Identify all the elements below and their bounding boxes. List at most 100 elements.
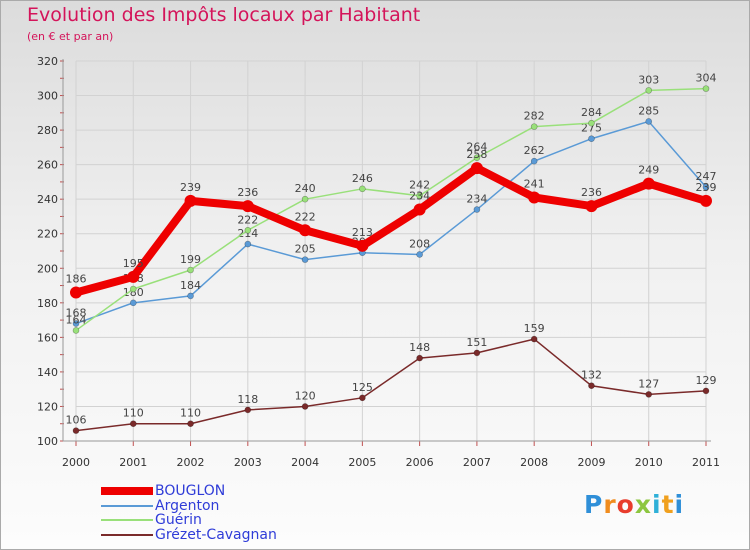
data-label-guerin-2009: 284 <box>581 106 602 119</box>
point-guerin-2009 <box>588 119 595 127</box>
legend-label-argenton: Argenton <box>155 497 220 514</box>
data-label-grezet-cavagnan-2006: 148 <box>409 341 430 354</box>
x-tick-label-2010: 2010 <box>635 456 663 469</box>
point-guerin-2004 <box>301 195 309 203</box>
legend-swatch-grezet-cavagnan <box>101 533 153 536</box>
data-label-argenton-2007: 234 <box>466 193 487 206</box>
y-tick-label-320: 320 <box>37 55 58 68</box>
data-label-grezet-cavagnan-2001: 110 <box>123 407 144 420</box>
data-label-argenton-2001: 180 <box>123 286 144 299</box>
data-label-grezet-cavagnan-2003: 118 <box>237 393 258 406</box>
point-grezet-cavagnan-2003 <box>244 406 252 414</box>
point-argenton-2009 <box>588 135 595 143</box>
data-label-guerin-2002: 199 <box>180 253 201 266</box>
series-line-grezet-cavagnan <box>75 338 707 432</box>
legend-label-grezet-cavagnan: Grézet-Cavagnan <box>155 526 277 543</box>
point-guerin-2005 <box>359 185 366 193</box>
data-label-bouglon-2011: 239 <box>696 181 717 194</box>
x-tick-label-2005: 2005 <box>348 456 376 469</box>
data-label-bouglon-2006: 234 <box>409 190 430 203</box>
point-guerin-2010 <box>645 87 653 94</box>
data-label-grezet-cavagnan-2009: 132 <box>581 369 602 382</box>
data-label-bouglon-2002: 239 <box>180 181 201 194</box>
data-label-guerin-2008: 282 <box>524 110 545 123</box>
point-guerin-2007 <box>473 154 481 162</box>
point-grezet-cavagnan-2004 <box>301 403 309 410</box>
data-label-guerin-2005: 246 <box>352 172 373 185</box>
data-label-bouglon-2005: 213 <box>352 226 373 239</box>
data-label-guerin-2011: 304 <box>696 72 717 85</box>
data-label-argenton-2008: 262 <box>524 144 545 157</box>
point-argenton-2006 <box>416 251 423 258</box>
data-label-guerin-2003: 222 <box>237 213 258 226</box>
point-bouglon-2011 <box>700 194 712 207</box>
point-grezet-cavagnan-2010 <box>645 391 653 398</box>
proxiti-logo: Proxiti <box>584 490 685 519</box>
data-label-argenton-2010: 285 <box>638 104 659 117</box>
x-tick-label-2009: 2009 <box>577 456 605 469</box>
series-line-argenton <box>75 120 707 325</box>
data-label-guerin-2000: 164 <box>66 313 87 326</box>
legend-label-bouglon: BOUGLON <box>155 483 226 499</box>
point-argenton-2004 <box>301 256 309 263</box>
point-bouglon-2002 <box>184 194 197 207</box>
point-guerin-2011 <box>702 85 710 92</box>
point-grezet-cavagnan-2007 <box>473 349 481 357</box>
data-label-argenton-2002: 184 <box>180 279 201 292</box>
point-bouglon-2005 <box>356 239 369 252</box>
point-argenton-2010 <box>645 118 653 125</box>
x-tick-label-2007: 2007 <box>463 456 491 469</box>
legend-swatch-argenton <box>101 504 153 507</box>
data-label-guerin-2010: 303 <box>638 73 659 86</box>
data-label-guerin-2007: 264 <box>466 141 487 154</box>
y-tick-label-200: 200 <box>37 262 58 275</box>
x-tick-label-2000: 2000 <box>62 456 90 469</box>
data-label-grezet-cavagnan-2010: 127 <box>638 377 659 390</box>
y-tick-label-120: 120 <box>37 400 58 413</box>
data-label-bouglon-2007: 258 <box>466 148 487 161</box>
y-tick-label-160: 160 <box>37 331 58 344</box>
data-label-guerin-2006: 242 <box>409 179 430 192</box>
data-label-argenton-2004: 205 <box>295 243 316 256</box>
x-tick-label-2006: 2006 <box>406 456 434 469</box>
x-tick-label-2011: 2011 <box>692 456 720 469</box>
legend-swatch-bouglon <box>101 487 153 495</box>
x-tick-label-2003: 2003 <box>234 456 262 469</box>
series-line-guerin <box>75 87 707 332</box>
data-label-guerin-2004: 240 <box>295 182 316 195</box>
point-grezet-cavagnan-2005 <box>359 394 366 402</box>
data-label-bouglon-2000: 186 <box>66 272 87 285</box>
y-tick-label-300: 300 <box>37 90 58 103</box>
data-label-argenton-2009: 275 <box>581 122 602 135</box>
data-label-bouglon-2001: 195 <box>123 257 144 270</box>
legend-label-guerin: Guérin <box>155 512 202 528</box>
point-argenton-2003 <box>244 240 252 248</box>
point-bouglon-2009 <box>585 200 598 213</box>
point-argenton-2008 <box>530 157 538 165</box>
y-tick-label-100: 100 <box>37 435 58 448</box>
y-tick-label-220: 220 <box>37 228 58 241</box>
point-bouglon-2000 <box>70 286 82 299</box>
y-tick-label-140: 140 <box>37 366 58 379</box>
y-tick-label-180: 180 <box>37 297 58 310</box>
point-bouglon-2003 <box>241 200 254 213</box>
data-label-grezet-cavagnan-2000: 106 <box>66 414 87 427</box>
x-tick-label-2008: 2008 <box>520 456 548 469</box>
data-label-grezet-cavagnan-2008: 159 <box>524 322 545 335</box>
point-guerin-2003 <box>244 226 252 234</box>
x-tick-label-2002: 2002 <box>177 456 205 469</box>
legend-swatch-guerin <box>101 519 153 521</box>
data-label-argenton-2003: 214 <box>237 227 258 240</box>
data-label-grezet-cavagnan-2011: 129 <box>696 374 717 387</box>
data-label-bouglon-2010: 249 <box>638 164 659 177</box>
point-argenton-2007 <box>473 206 481 213</box>
chart-title: Evolution des Impôts locaux par Habitant <box>27 4 421 26</box>
data-label-bouglon-2008: 241 <box>524 177 545 190</box>
point-guerin-2006 <box>416 192 423 200</box>
point-guerin-2000 <box>72 327 80 334</box>
point-argenton-2011 <box>702 183 710 191</box>
point-grezet-cavagnan-2002 <box>187 420 194 428</box>
point-grezet-cavagnan-2009 <box>588 382 595 390</box>
point-bouglon-2004 <box>299 224 312 237</box>
point-bouglon-2010 <box>642 177 655 190</box>
